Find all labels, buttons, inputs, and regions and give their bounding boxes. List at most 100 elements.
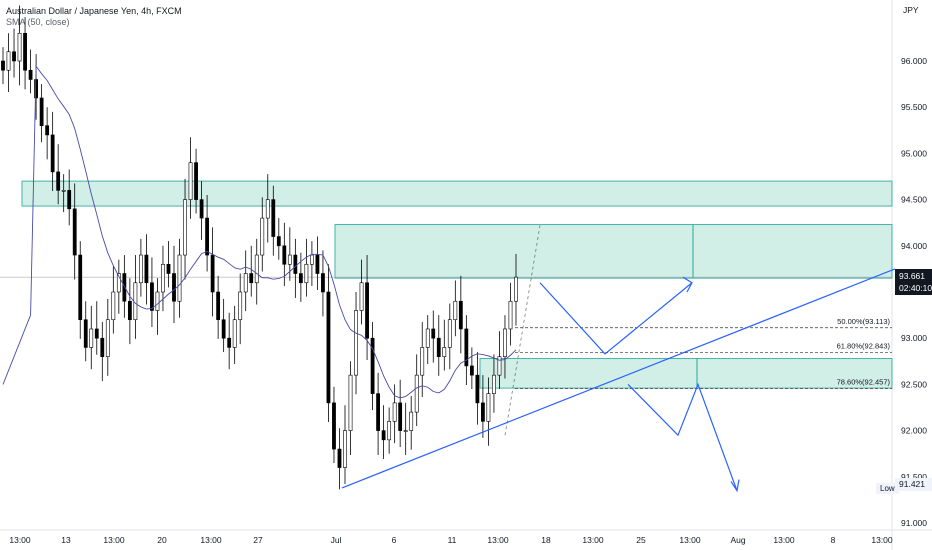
y-tick-label: 95.000	[901, 148, 927, 158]
x-tick-label: Aug	[730, 535, 745, 545]
candle-body	[155, 291, 160, 311]
candle-body	[249, 273, 254, 284]
candle-body	[486, 393, 491, 422]
candle-body	[116, 273, 121, 293]
candle-body	[376, 393, 380, 431]
candle-body	[348, 374, 353, 431]
candle-body	[469, 365, 474, 376]
candle-body	[50, 134, 55, 173]
candle-body	[216, 291, 221, 321]
bearish-projection-path	[627, 382, 738, 491]
x-tick-label: 11	[448, 535, 457, 545]
candle-body	[282, 245, 287, 265]
candle-body	[359, 282, 364, 311]
candle-body	[414, 374, 419, 413]
x-tick-label: 13:00	[871, 535, 893, 545]
x-tick-label: 13:00	[773, 535, 795, 545]
candle-body	[28, 69, 33, 80]
candle-body	[83, 319, 88, 348]
x-tick-label: 13:00	[200, 535, 222, 545]
candle-body	[232, 319, 237, 348]
x-tick-label: 13:00	[679, 535, 701, 545]
arrow-head	[730, 479, 740, 493]
candle-body	[172, 273, 176, 302]
candle-body	[205, 217, 209, 256]
candle-body	[508, 300, 513, 330]
x-tick-label: 13	[61, 535, 71, 545]
candle-body	[12, 51, 16, 62]
x-tick-label: 13:00	[9, 535, 31, 545]
x-tick-label: 27	[253, 535, 263, 545]
supply-demand-zone	[21, 180, 893, 207]
candle-body	[420, 347, 425, 376]
y-tick-label: 92.500	[901, 379, 927, 389]
candle-body	[23, 32, 27, 71]
x-tick-label: 13:00	[103, 535, 125, 545]
candle-body	[111, 291, 116, 321]
x-tick-label: 25	[636, 535, 646, 545]
candle-body	[370, 337, 375, 394]
chart-title: Australian Dollar / Japanese Yen, 4h, FX…	[6, 6, 182, 16]
candle-body	[365, 282, 369, 339]
supply-demand-zone	[334, 224, 893, 279]
candle-body	[304, 263, 309, 284]
chart-header: Australian Dollar / Japanese Yen, 4h, FX…	[6, 6, 182, 28]
candle-body	[56, 171, 61, 191]
candle-body	[227, 337, 232, 348]
candle-body	[354, 310, 358, 376]
candle-body	[337, 448, 342, 468]
candle-body	[481, 402, 485, 422]
candle-body	[497, 356, 502, 376]
candle-countdown: 02:40:10	[899, 283, 932, 293]
candle-body	[392, 402, 397, 422]
candle-body	[310, 254, 314, 265]
y-tick-label: 92.000	[901, 426, 927, 436]
trendline	[341, 268, 896, 489]
candle-body	[45, 125, 50, 136]
candle-body	[177, 254, 182, 302]
fib-level-label: 78.60%(92.457)	[837, 377, 891, 386]
x-tick-label: 20	[157, 535, 167, 545]
candle-body	[387, 421, 392, 441]
current-price-label: 93.661 02:40:10	[895, 269, 932, 295]
candle-body	[61, 190, 66, 192]
x-tick-label: 8	[831, 535, 836, 545]
candle-body	[150, 282, 154, 311]
candle-body	[381, 430, 386, 441]
candle-body	[503, 328, 507, 357]
y-tick-label: 91.500	[901, 472, 927, 482]
candle-body	[78, 254, 83, 321]
candle-body	[67, 190, 72, 210]
candle-body	[475, 374, 480, 404]
candle-body	[94, 328, 99, 339]
current-price-value: 93.661	[899, 271, 925, 281]
indicator-label: SMA (50, close)	[6, 17, 70, 27]
y-tick-label: 96.000	[901, 56, 927, 66]
x-tick-label: 6	[392, 535, 397, 545]
candle-body	[464, 328, 469, 367]
candle-body	[276, 236, 281, 247]
candle-body	[321, 273, 325, 293]
candle-body	[287, 254, 292, 265]
candle-body	[72, 208, 77, 256]
candle-body	[425, 328, 430, 348]
y-tick-label: 94.000	[901, 241, 927, 251]
candle-body	[265, 199, 270, 219]
candle-body	[210, 254, 215, 293]
candle-body	[139, 254, 143, 284]
candle-body	[89, 328, 94, 348]
candle-body	[492, 374, 496, 394]
currency-label: JPY	[903, 5, 919, 15]
candle-body	[298, 273, 303, 284]
candle-body	[436, 337, 441, 357]
candle-body	[127, 300, 132, 321]
x-tick-label: 18	[541, 535, 551, 545]
x-tick-label: 13:00	[582, 535, 604, 545]
x-tick-label: Jul	[331, 535, 342, 545]
y-tick-label: 93.000	[901, 333, 927, 343]
candle-body	[144, 254, 149, 284]
candle-body	[161, 263, 165, 293]
low-value-label: 91.421	[895, 478, 932, 491]
candle-body	[243, 273, 248, 293]
